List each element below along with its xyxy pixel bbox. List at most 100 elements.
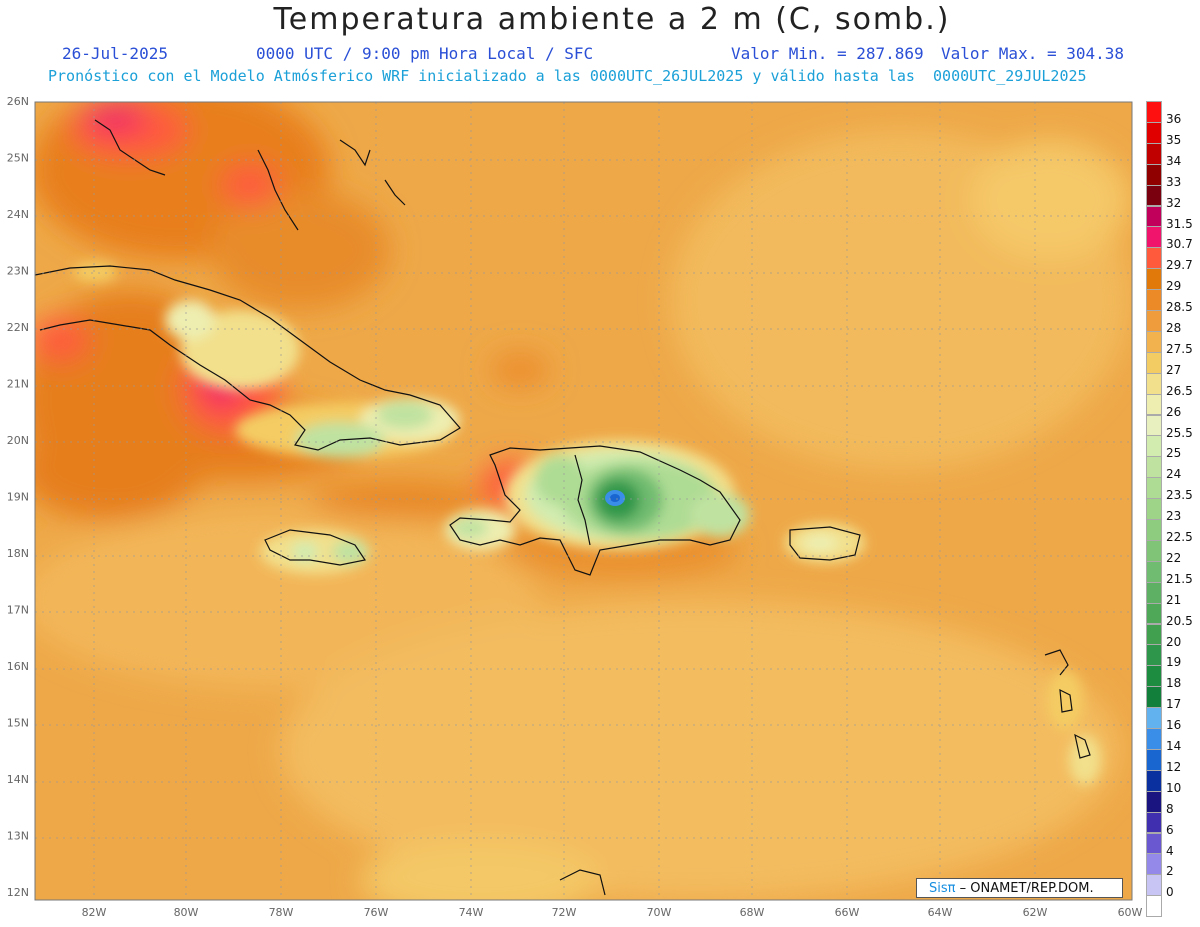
lat-label: 17N	[7, 604, 29, 617]
colorbar-label: 4	[1166, 843, 1174, 858]
colorbar-label: 26.5	[1166, 383, 1193, 398]
credit-text: – ONAMET/REP.DOM.	[959, 881, 1094, 896]
lat-label: 24N	[7, 208, 29, 221]
colorbar-swatch	[1146, 853, 1162, 876]
model-description: Pronóstico con el Modelo Atmósferico WRF…	[48, 67, 1087, 85]
colorbar-swatch	[1146, 707, 1162, 729]
colorbar-label: 0	[1166, 885, 1174, 900]
colorbar-label: 28.5	[1166, 300, 1193, 315]
lat-label: 19N	[7, 491, 29, 504]
lon-label: 76W	[364, 906, 389, 919]
colorbar-swatch	[1146, 686, 1162, 709]
colorbar-label: 10	[1166, 780, 1182, 795]
colorbar-swatch	[1146, 414, 1162, 437]
forecast-date: 26-Jul-2025	[62, 44, 168, 63]
colorbar-label: 31.5	[1166, 216, 1193, 231]
colorbar-label: 32	[1166, 195, 1182, 210]
lon-label: 68W	[740, 906, 765, 919]
colorbar-label: 25.5	[1166, 425, 1193, 440]
lon-label: 60W	[1118, 906, 1143, 919]
colorbar-swatch	[1146, 268, 1162, 291]
colorbar-swatch	[1146, 581, 1162, 604]
colorbar-label: 14	[1166, 739, 1182, 753]
colorbar-label: 27.5	[1166, 341, 1193, 356]
colorbar-swatch	[1146, 247, 1162, 270]
coastlines	[35, 119, 1091, 896]
colorbar-swatch	[1146, 602, 1162, 625]
min-value: Valor Min. = 287.869	[731, 44, 924, 63]
latitude-labels: 26N 25N 24N 23N 22N 21N 20N 19N 18N 17N 16N 15N 14N 1…	[7, 95, 29, 899]
colorbar-swatch	[1146, 790, 1162, 813]
forecast-time: 0000 UTC / 9:00 pm Hora Local / SFC	[256, 44, 594, 63]
longitude-labels: 82W 80W 78W 76W 74W 72W 70W 68W 66W 64W 62W 60W	[82, 906, 1143, 919]
lon-label: 62W	[1023, 906, 1048, 919]
credit-box: Sisπ – ONAMET/REP.DOM.	[916, 878, 1123, 898]
lat-label: 12N	[7, 886, 29, 899]
colorbar-label: 2	[1166, 864, 1174, 879]
colorbar-swatch	[1146, 560, 1162, 583]
colorbar-swatch	[1146, 310, 1162, 332]
colorbar-swatch	[1146, 142, 1162, 165]
colorbar-label: 33	[1166, 174, 1182, 189]
lat-label: 18N	[7, 547, 29, 560]
lat-label: 23N	[7, 265, 29, 278]
colorbar-swatch	[1146, 351, 1162, 374]
colorbar-label: 35	[1166, 132, 1182, 147]
colorbar-label: 20.5	[1166, 613, 1193, 628]
colorbar-swatch	[1146, 623, 1162, 646]
colorbar-swatch	[1146, 456, 1162, 479]
lon-label: 80W	[174, 906, 199, 919]
colorbar-swatch	[1146, 330, 1162, 353]
lon-label: 70W	[647, 906, 672, 919]
colorbar-label: 36	[1166, 112, 1182, 126]
colorbar-swatch	[1146, 372, 1162, 395]
lon-label: 74W	[459, 906, 484, 919]
colorbar-swatch	[1146, 205, 1162, 228]
colorbar-swatch	[1146, 874, 1162, 897]
lon-label: 72W	[552, 906, 577, 919]
colorbar-label: 23.5	[1166, 488, 1193, 503]
colorbar-swatch	[1146, 498, 1162, 520]
colorbar-label: 24	[1166, 467, 1182, 482]
colorbar-swatch	[1146, 163, 1162, 186]
lat-label: 26N	[7, 95, 29, 108]
colorbar-label: 18	[1166, 676, 1182, 691]
lat-label: 22N	[7, 321, 29, 334]
lat-label: 15N	[7, 717, 29, 730]
colorbar-swatch	[1146, 393, 1162, 416]
colorbar-label: 6	[1166, 822, 1174, 837]
colorbar-label: 28	[1166, 321, 1182, 335]
colorbar-label: 21	[1166, 592, 1182, 607]
lat-label: 25N	[7, 152, 29, 165]
colorbar-label: 30.7	[1166, 237, 1193, 252]
colorbar-swatch	[1146, 226, 1162, 249]
colorbar-swatch	[1146, 728, 1162, 750]
colorbar-label: 29	[1166, 279, 1182, 294]
colorbar-label: 19	[1166, 655, 1182, 670]
colorbar-swatch	[1146, 101, 1162, 123]
colorbar-swatch	[1146, 811, 1162, 834]
lon-label: 66W	[835, 906, 860, 919]
lat-label: 13N	[7, 830, 29, 843]
colorbar-swatch	[1146, 435, 1162, 458]
lon-label: 78W	[269, 906, 294, 919]
colorbar-label: 22	[1166, 550, 1182, 565]
colorbar-label: 26	[1166, 404, 1182, 419]
sis-logo-text: Sisπ	[929, 881, 956, 896]
colorbar-swatch	[1146, 289, 1162, 311]
colorbar-label: 20	[1166, 634, 1182, 649]
colorbar-label: 17	[1166, 697, 1182, 712]
colorbar-label: 27	[1166, 362, 1182, 377]
lat-label: 21N	[7, 378, 29, 391]
colorbar-label: 21.5	[1166, 571, 1193, 586]
temperature-field	[35, 102, 1132, 900]
colorbar-swatch	[1146, 519, 1162, 541]
colorbar-label: 8	[1166, 801, 1174, 816]
colorbar-swatch	[1146, 895, 1162, 918]
lat-label: 16N	[7, 660, 29, 673]
plot-frame	[34, 101, 1133, 901]
colorbar-swatch	[1146, 477, 1162, 500]
colorbar-swatch	[1146, 665, 1162, 688]
colorbar-swatch	[1146, 769, 1162, 792]
